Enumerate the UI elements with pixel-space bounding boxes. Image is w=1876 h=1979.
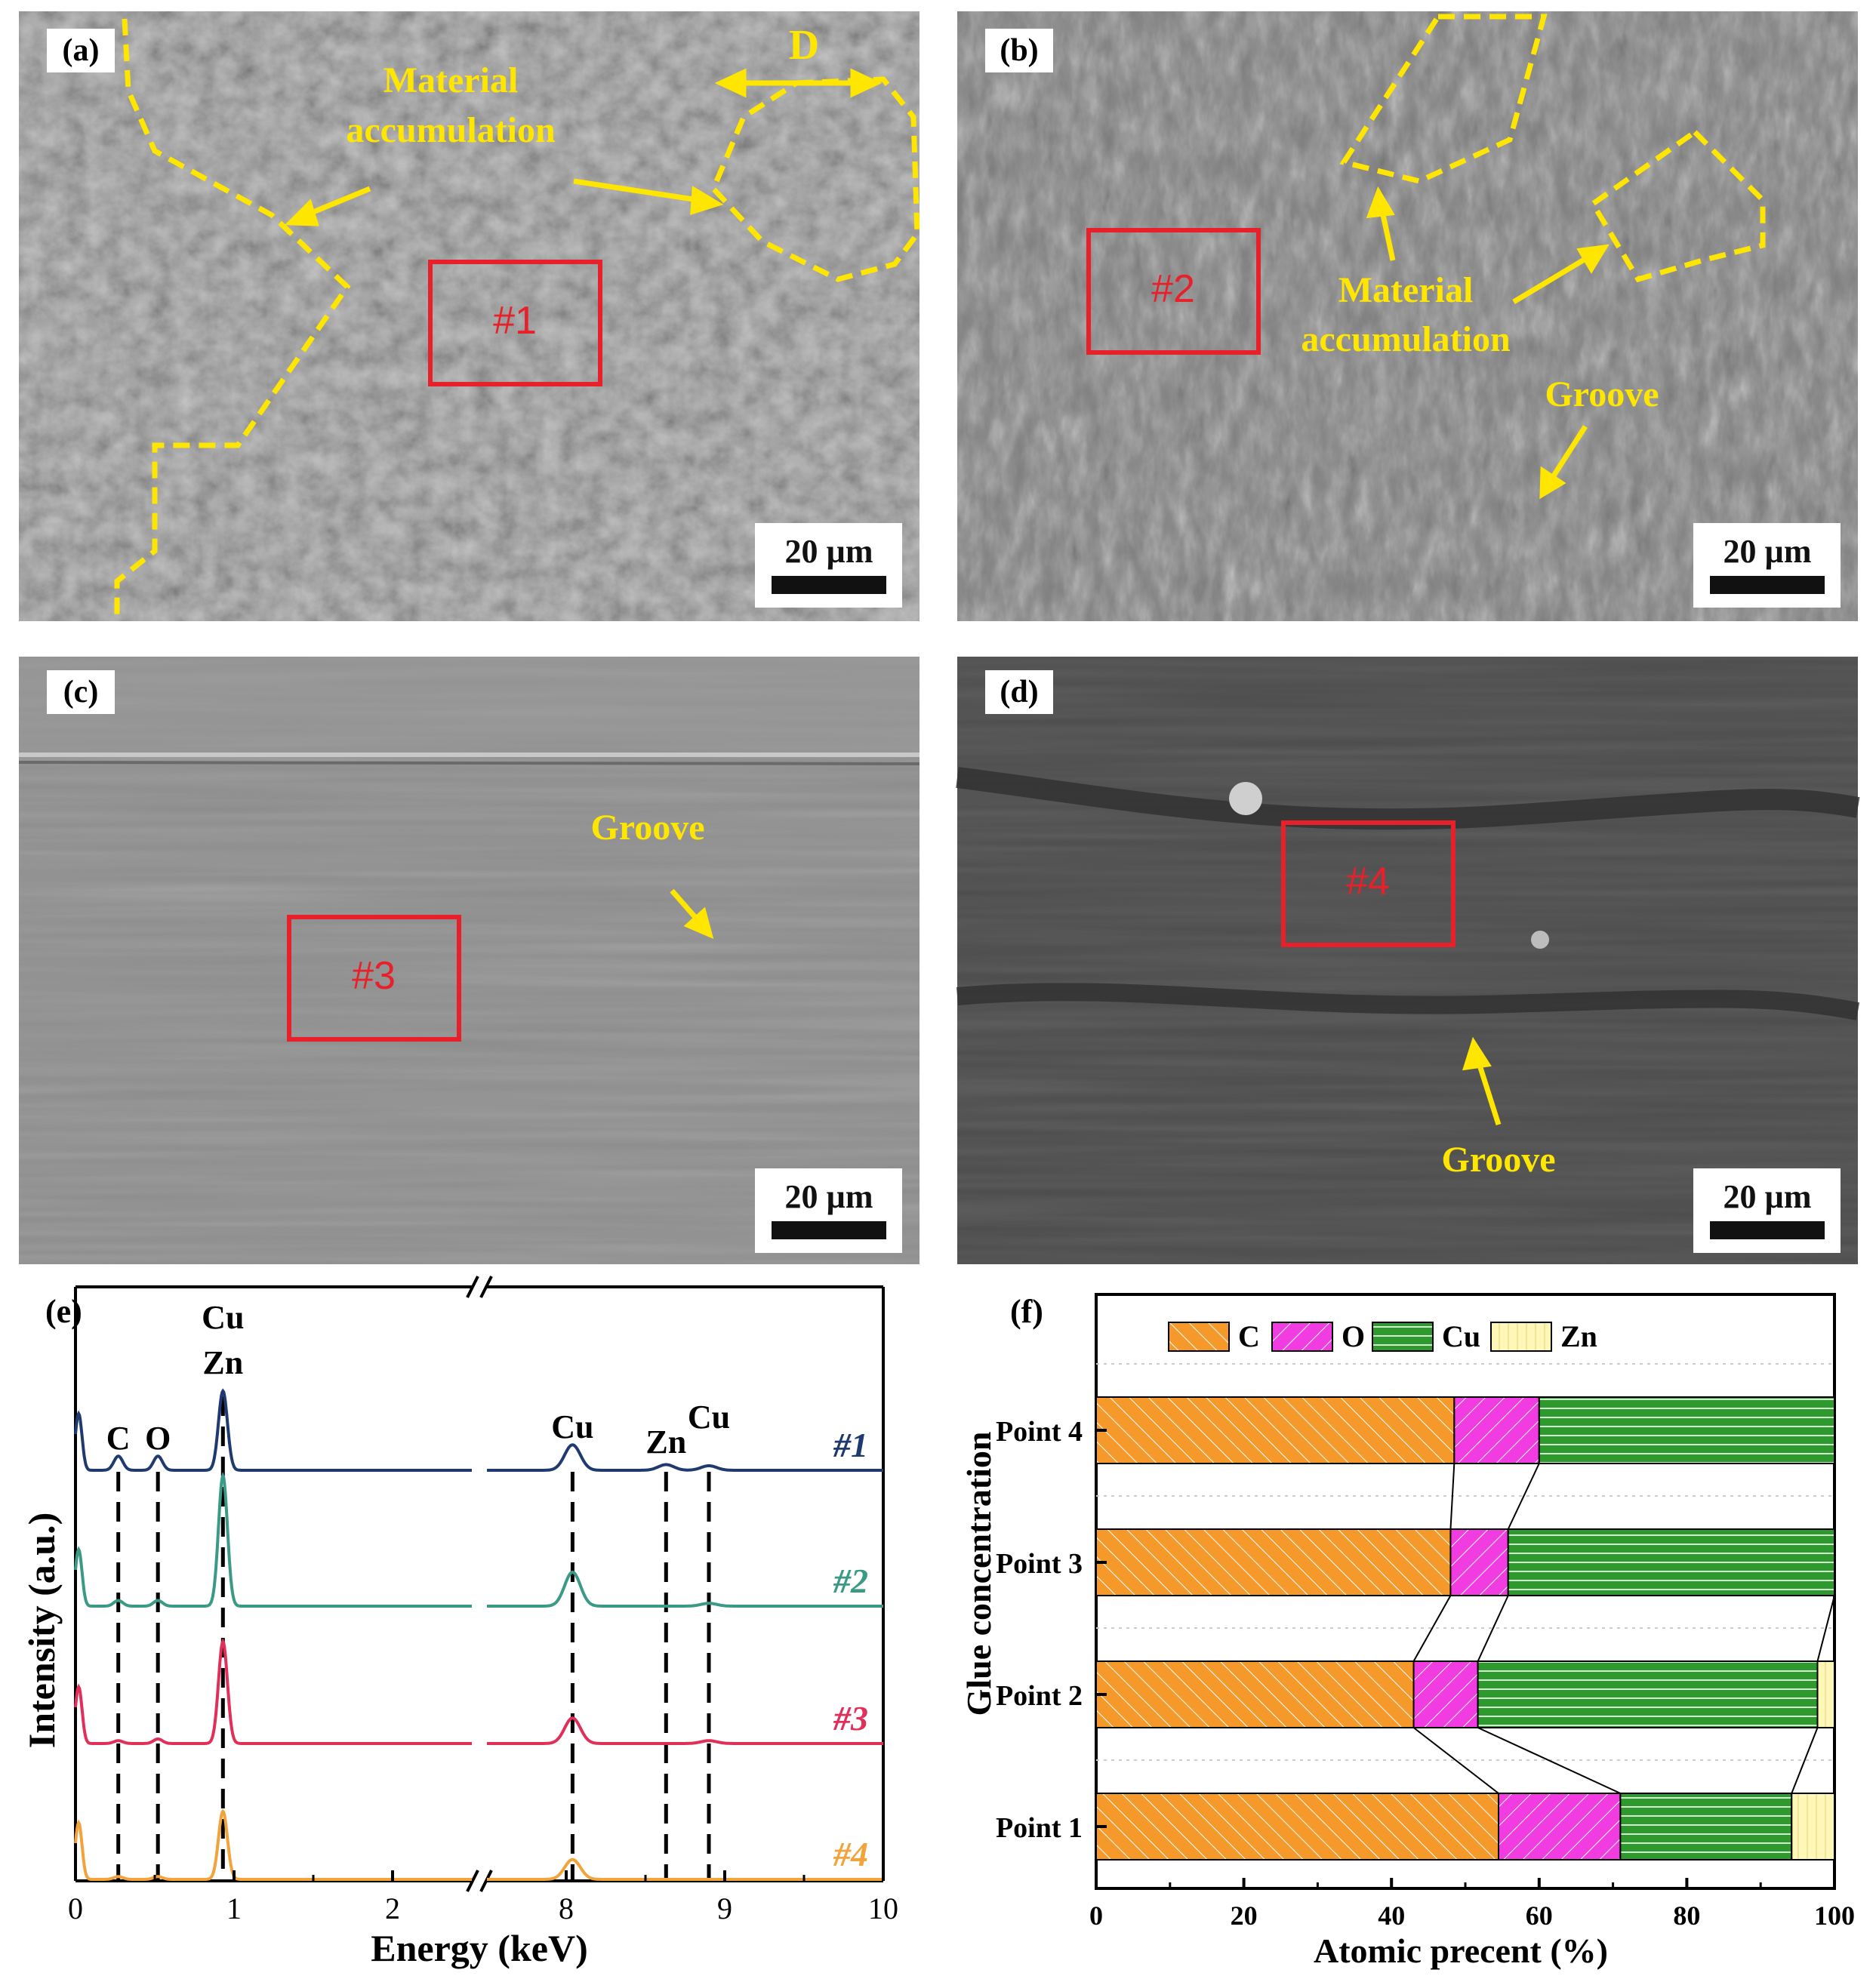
eds-y-axis-label: Intensity (a.u.) (20, 1513, 63, 1749)
spectrum-line (74, 1638, 472, 1745)
series-label: #2 (833, 1562, 868, 1600)
spectrum-line (487, 1443, 883, 1472)
bar-segment (1095, 1660, 1415, 1728)
bar-segment (1095, 1396, 1456, 1464)
bar-segment (1507, 1528, 1835, 1596)
bar-segment (1477, 1660, 1819, 1728)
bar-segment (1453, 1396, 1540, 1464)
legend-label: O (1342, 1319, 1365, 1353)
legend-swatch (1271, 1322, 1333, 1352)
x-tick-label: 60 (1526, 1901, 1553, 1931)
annotation-groove-c: Groove (590, 808, 704, 848)
bar-segment (1619, 1793, 1793, 1861)
category-label: Point 3 (996, 1548, 1083, 1580)
legend-swatch (1372, 1322, 1434, 1352)
peak-label: Cu (688, 1399, 730, 1436)
annotation-material-b: Material (1338, 270, 1474, 310)
legend-label: C (1238, 1319, 1260, 1353)
x-tick-label: 10 (868, 1891, 898, 1925)
sem-panel-a (19, 11, 920, 621)
x-tick-label: 2 (385, 1891, 400, 1925)
roi-label-4: #4 (1346, 860, 1390, 903)
x-tick-label: 20 (1231, 1901, 1258, 1931)
annotation-accumulation-b: accumulation (1301, 319, 1510, 359)
scale-bar-label-c: 20 µm (784, 1178, 873, 1215)
series-label: #1 (833, 1426, 868, 1464)
bar-segment (1095, 1793, 1500, 1861)
x-tick-label: 80 (1673, 1901, 1700, 1931)
annotation-accumulation-a: accumulation (346, 110, 555, 150)
bar-segment (1538, 1396, 1836, 1464)
spectrum-line (487, 1857, 883, 1881)
sem-panel-c (18, 657, 920, 1264)
spectrum-line (74, 1471, 472, 1608)
bar-segment (1816, 1660, 1836, 1728)
spectrum-line (74, 1808, 472, 1881)
category-label: Point 4 (996, 1416, 1083, 1448)
sem-panel-d (956, 657, 1860, 1264)
x-tick-label: 0 (1089, 1901, 1103, 1931)
peak-label: Zn (202, 1344, 243, 1381)
category-label: Point 1 (996, 1812, 1083, 1844)
annotation-groove-b: Groove (1545, 374, 1659, 414)
legend-swatch (1168, 1322, 1230, 1352)
scale-bars (755, 523, 1841, 1253)
x-tick-label: 9 (717, 1891, 732, 1925)
material-accumulation-outlines (114, 14, 1766, 621)
roi-label-2: #2 (1151, 267, 1195, 311)
series-label: #4 (833, 1835, 868, 1873)
panel-label-a: (a) (63, 33, 100, 68)
roi-boxes (287, 228, 1456, 1042)
scale-bar-label-d: 20 µm (1723, 1178, 1811, 1215)
x-tick-label: 8 (559, 1891, 574, 1925)
legend-swatch (1490, 1322, 1552, 1352)
x-tick-label: 40 (1378, 1901, 1405, 1931)
annotation-groove-d: Groove (1441, 1140, 1555, 1180)
bar-y-axis-label: Glue concentration (960, 1432, 998, 1716)
roi-label-3: #3 (352, 954, 396, 998)
peak-label: C (106, 1420, 131, 1457)
series-label: #3 (833, 1699, 868, 1737)
legend-label: Cu (1442, 1319, 1480, 1353)
annotation-arrows (284, 68, 1610, 1126)
sem-panel-b (957, 11, 1858, 621)
scale-bar-label-b: 20 µm (1723, 533, 1811, 570)
peak-label: Zn (645, 1423, 686, 1460)
eds-x-axis-label: Energy (keV) (371, 1927, 587, 1969)
bar-segment (1095, 1528, 1452, 1596)
x-tick-label: 100 (1814, 1901, 1855, 1931)
spectrum-line (487, 1570, 883, 1608)
peak-label: Cu (551, 1408, 593, 1445)
spectrum-line (74, 1388, 472, 1472)
x-tick-label: 1 (226, 1891, 242, 1925)
spectrum-line (487, 1716, 883, 1745)
panel-label-f: (f) (1010, 1293, 1043, 1330)
category-label: Point 2 (996, 1680, 1083, 1712)
bar-segment (1498, 1793, 1622, 1861)
x-tick-label: 0 (68, 1891, 83, 1925)
bar-x-axis-label: Atomic precent (%) (1314, 1931, 1608, 1970)
bar-segment (1449, 1528, 1509, 1596)
annotation-material-a: Material (384, 60, 519, 100)
bar-segment (1791, 1793, 1835, 1861)
roi-label-1: #1 (493, 299, 537, 343)
peak-label: O (145, 1420, 171, 1457)
bar-segment (1412, 1660, 1479, 1728)
annotation-d: D (789, 22, 819, 69)
panel-label-c: (c) (63, 675, 99, 709)
peak-label: Cu (202, 1299, 244, 1336)
legend-label: Zn (1560, 1319, 1597, 1353)
panel-label-d: (d) (1000, 675, 1038, 709)
scale-bar-label-a: 20 µm (784, 533, 873, 570)
panel-label-b: (b) (1000, 33, 1038, 68)
